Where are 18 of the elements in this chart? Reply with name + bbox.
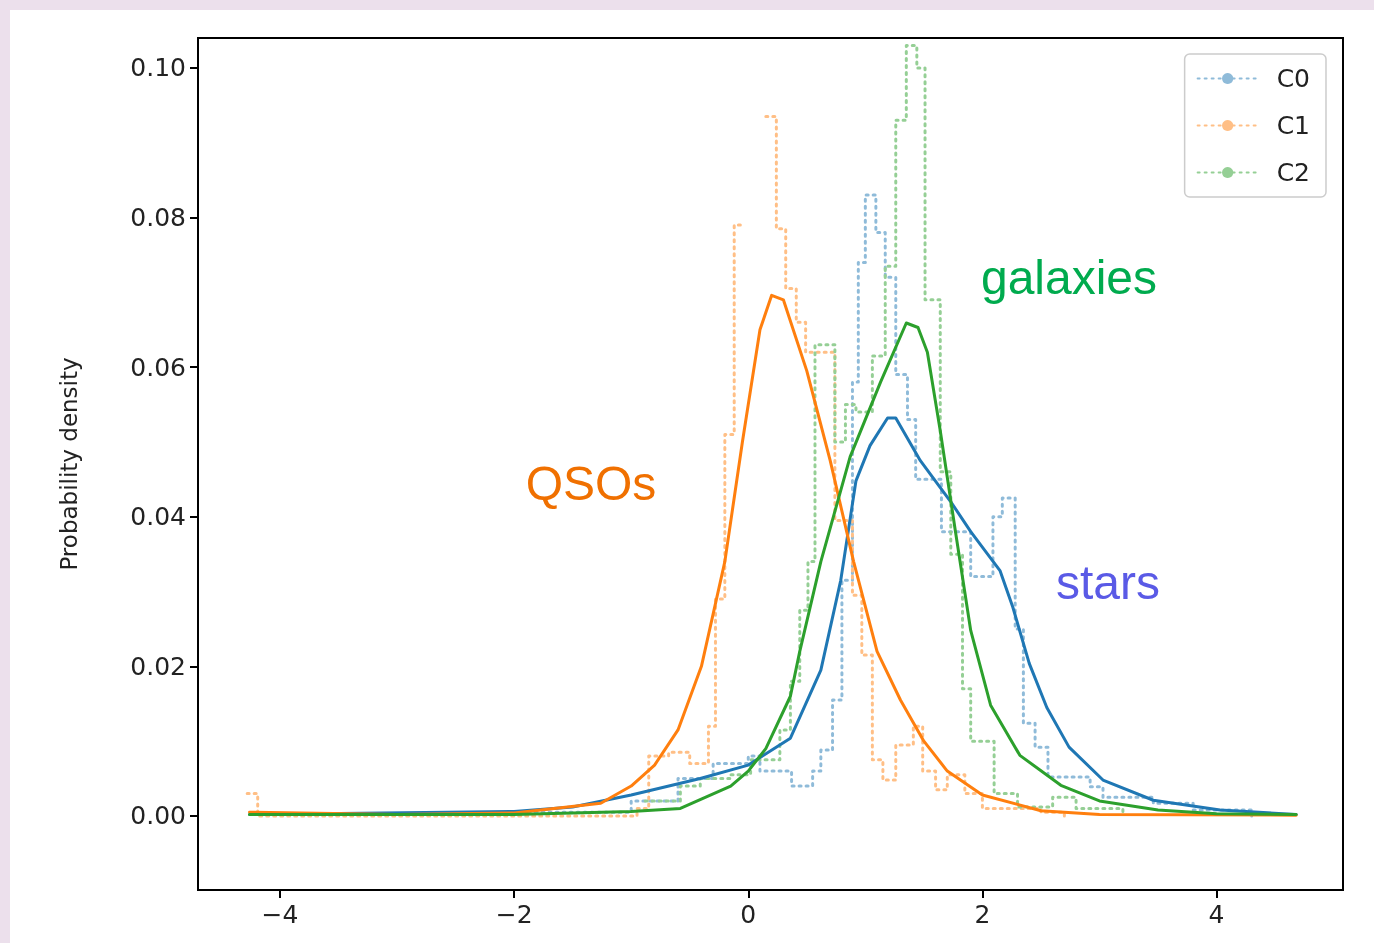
- x-tick-label: −2: [495, 900, 533, 929]
- annotation: QSOs: [525, 456, 657, 510]
- y-tick-label: 0.06: [130, 352, 186, 382]
- y-tick-label: 0.00: [130, 801, 186, 831]
- x-tick-label: 4: [1208, 900, 1225, 929]
- y-tick-label: 0.10: [130, 53, 186, 83]
- x-tick-label: 2: [974, 900, 991, 929]
- y-tick-label: 0.04: [130, 502, 186, 532]
- annotation: stars: [1055, 555, 1161, 609]
- y-tick-label: 0.08: [130, 203, 186, 233]
- annotation: galaxies: [980, 250, 1158, 304]
- x-tick-label: 0: [740, 900, 757, 929]
- y-tick-label: 0.02: [130, 651, 186, 681]
- legend-label: C1: [1276, 111, 1311, 140]
- legend-label: C2: [1276, 158, 1311, 187]
- y-axis-title: Probability density: [55, 357, 82, 571]
- x-tick-label: −4: [261, 900, 299, 929]
- legend-label: C0: [1276, 64, 1311, 93]
